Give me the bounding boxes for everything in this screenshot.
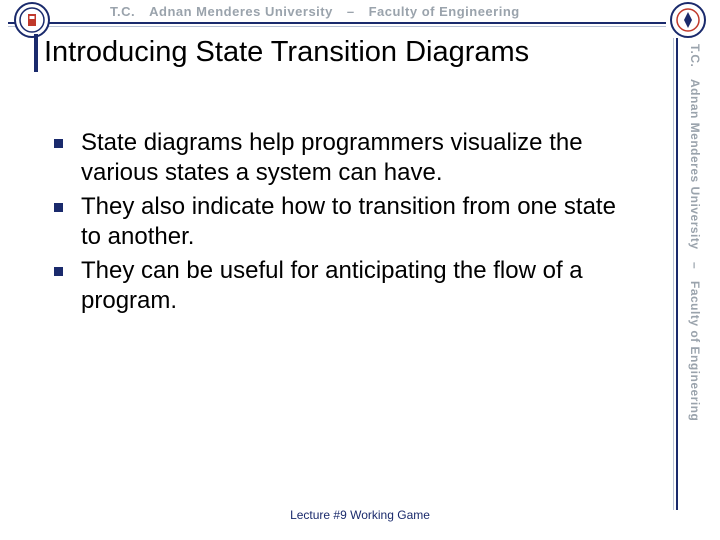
footer-text: Lecture #9 Working Game <box>0 508 720 522</box>
bullet-list: State diagrams help programmers visualiz… <box>54 128 640 320</box>
side-seg-tc: T.C. <box>684 44 702 67</box>
bullet-marker-icon <box>54 267 63 276</box>
side-rule-thin <box>673 38 674 510</box>
header-seg-univ: Adnan Menderes University <box>149 4 333 19</box>
bullet-text: They can be useful for anticipating the … <box>81 256 640 316</box>
bullet-text: They also indicate how to transition fro… <box>81 192 640 252</box>
slide-title: Introducing State Transition Diagrams <box>44 34 660 70</box>
header-seg-faculty: Faculty of Engineering <box>369 4 520 19</box>
title-accent-bar <box>34 34 38 72</box>
list-item: They can be useful for anticipating the … <box>54 256 640 316</box>
bullet-text: State diagrams help programmers visualiz… <box>81 128 640 188</box>
side-seg-faculty: Faculty of Engineering <box>684 281 702 421</box>
list-item: They also indicate how to transition fro… <box>54 192 640 252</box>
side-org-text: T.C. Adnan Menderes University – Faculty… <box>684 44 702 510</box>
faculty-seal-icon <box>670 2 706 38</box>
header-rule-thin <box>8 26 666 27</box>
bullet-marker-icon <box>54 203 63 212</box>
header-rule <box>8 22 666 24</box>
bullet-marker-icon <box>54 139 63 148</box>
header-org-text: T.C. Adnan Menderes University – Faculty… <box>110 4 660 19</box>
header-seg-tc: T.C. <box>110 4 135 19</box>
side-rule <box>676 38 678 510</box>
side-seg-dash: – <box>684 262 702 269</box>
header-seg-dash: – <box>347 4 355 19</box>
university-seal-icon <box>14 2 50 38</box>
list-item: State diagrams help programmers visualiz… <box>54 128 640 188</box>
side-seg-univ: Adnan Menderes University <box>684 79 702 250</box>
